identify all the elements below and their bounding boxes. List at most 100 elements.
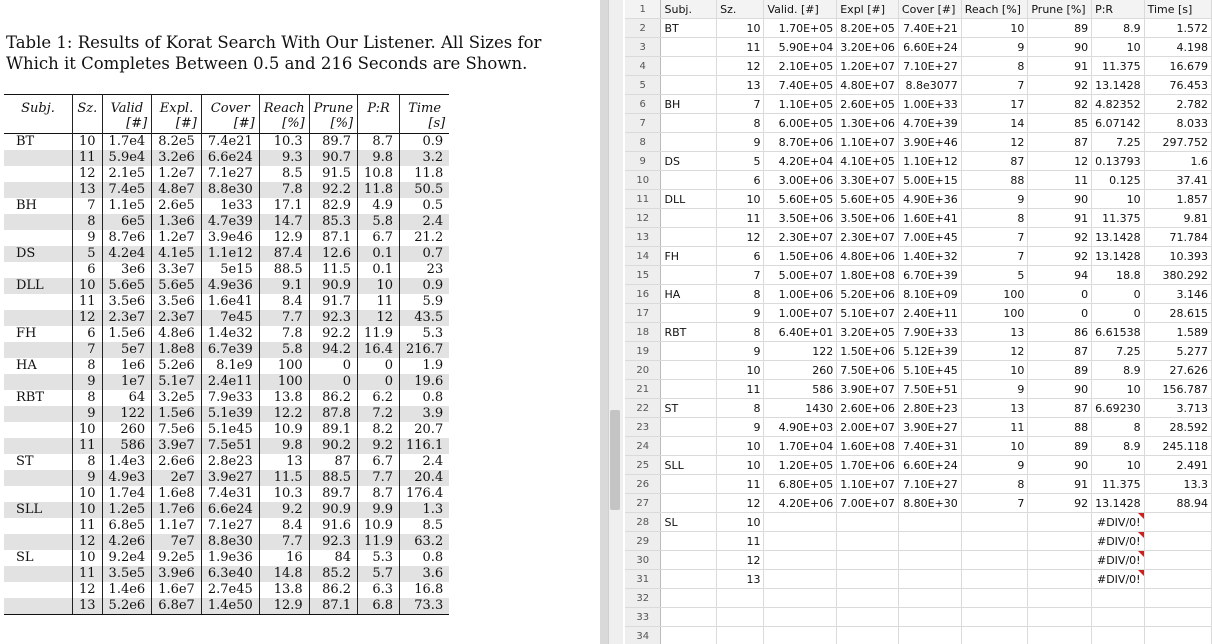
sheet-cell[interactable]: 0 [1091, 303, 1145, 323]
sheet-cell[interactable] [1144, 588, 1212, 608]
sheet-cell[interactable]: 6.80E+05 [763, 474, 838, 494]
sheet-cell[interactable]: 13 [716, 75, 765, 95]
sheet-cell[interactable]: 88 [961, 170, 1029, 190]
sheet-cell[interactable]: Expl [#] [836, 0, 899, 19]
vertical-scrollbar[interactable] [608, 0, 623, 644]
sheet-cell[interactable]: 7.50E+06 [836, 360, 899, 380]
sheet-cell[interactable]: 11 [716, 531, 765, 551]
sheet-cell[interactable] [1144, 531, 1212, 551]
sheet-cell[interactable]: 7 [716, 94, 765, 114]
sheet-cell[interactable]: 9 [961, 37, 1029, 57]
sheet-cell[interactable]: 122 [763, 341, 838, 361]
sheet-cell[interactable]: Reach [%] [961, 0, 1029, 19]
sheet-cell[interactable]: 5.10E+07 [836, 303, 899, 323]
sheet-cell[interactable] [716, 588, 765, 608]
sheet-cell[interactable] [898, 550, 962, 570]
sheet-cell[interactable] [763, 550, 838, 570]
sheet-cell[interactable] [660, 569, 718, 589]
sheet-cell[interactable]: 8.9 [1091, 436, 1145, 456]
sheet-cell[interactable]: 11 [961, 417, 1029, 437]
sheet-cell[interactable]: 6.70E+39 [898, 265, 962, 285]
sheet-cell[interactable]: 6.61538 [1091, 322, 1145, 342]
sheet-cell[interactable]: 3.20E+06 [836, 37, 899, 57]
sheet-cell[interactable] [1091, 607, 1145, 627]
sheet-cell[interactable] [660, 37, 718, 57]
sheet-cell[interactable] [660, 360, 718, 380]
sheet-cell[interactable]: 8 [716, 398, 765, 418]
sheet-cell[interactable] [763, 512, 838, 532]
sheet-cell[interactable]: 16.679 [1144, 56, 1212, 76]
sheet-cell[interactable]: 260 [763, 360, 838, 380]
sheet-cell[interactable]: 10 [716, 436, 765, 456]
sheet-cell[interactable]: 1.70E+06 [836, 455, 899, 475]
sheet-cell[interactable]: 2.30E+07 [836, 227, 899, 247]
sheet-cell[interactable] [660, 208, 718, 228]
row-number[interactable]: 13 [625, 227, 662, 247]
sheet-cell[interactable]: 92 [1027, 493, 1093, 513]
sheet-cell[interactable]: 90 [1027, 37, 1093, 57]
row-number[interactable]: 27 [625, 493, 662, 513]
sheet-cell[interactable]: 6.69230 [1091, 398, 1145, 418]
sheet-cell[interactable] [716, 607, 765, 627]
sheet-cell[interactable]: 8 [716, 113, 765, 133]
sheet-cell[interactable] [1144, 626, 1212, 644]
sheet-cell[interactable]: 13 [961, 322, 1029, 342]
sheet-cell[interactable]: 1.10E+12 [898, 151, 962, 171]
sheet-cell[interactable] [660, 550, 718, 570]
row-number[interactable]: 17 [625, 303, 662, 323]
sheet-cell[interactable]: 8.8e3077 [898, 75, 962, 95]
sheet-cell[interactable] [1144, 569, 1212, 589]
sheet-cell[interactable]: 0.125 [1091, 170, 1145, 190]
sheet-cell[interactable] [961, 512, 1029, 532]
sheet-cell[interactable]: 92 [1027, 246, 1093, 266]
sheet-cell[interactable] [660, 607, 718, 627]
sheet-cell[interactable]: 1.10E+07 [836, 132, 899, 152]
sheet-cell[interactable]: 7.40E+31 [898, 436, 962, 456]
sheet-cell[interactable]: Prune [%] [1027, 0, 1093, 19]
sheet-cell[interactable]: 92 [1027, 75, 1093, 95]
sheet-cell[interactable]: 90 [1027, 455, 1093, 475]
row-number[interactable]: 4 [625, 56, 662, 76]
sheet-cell[interactable]: 0 [1027, 303, 1093, 323]
sheet-cell[interactable]: 13.1428 [1091, 227, 1145, 247]
sheet-cell[interactable]: 18.8 [1091, 265, 1145, 285]
sheet-cell[interactable]: 8.20E+05 [836, 18, 899, 38]
scrollbar-thumb[interactable] [610, 410, 620, 510]
sheet-cell[interactable] [660, 436, 718, 456]
sheet-cell[interactable]: 3.30E+07 [836, 170, 899, 190]
sheet-cell[interactable]: 10 [1091, 37, 1145, 57]
row-number[interactable]: 11 [625, 189, 662, 209]
sheet-cell[interactable]: 4.80E+07 [836, 75, 899, 95]
sheet-cell[interactable]: 13.1428 [1091, 75, 1145, 95]
sheet-cell[interactable]: 380.292 [1144, 265, 1212, 285]
sheet-cell[interactable]: 8.70E+06 [763, 132, 838, 152]
sheet-cell[interactable]: Valid. [#] [763, 0, 838, 19]
sheet-cell[interactable]: 4.82352 [1091, 94, 1145, 114]
sheet-cell[interactable] [836, 531, 899, 551]
sheet-cell[interactable]: 7.40E+05 [763, 75, 838, 95]
sheet-cell[interactable]: 9 [961, 455, 1029, 475]
sheet-cell[interactable]: 8 [1091, 417, 1145, 437]
sheet-cell[interactable] [1091, 588, 1145, 608]
sheet-cell[interactable]: Time [s] [1144, 0, 1212, 19]
row-number[interactable]: 1 [625, 0, 662, 19]
sheet-cell[interactable]: 10 [961, 436, 1029, 456]
sheet-cell[interactable] [660, 531, 718, 551]
sheet-cell[interactable]: #DIV/0! [1091, 569, 1145, 589]
row-number[interactable]: 21 [625, 379, 662, 399]
sheet-cell[interactable]: 91 [1027, 56, 1093, 76]
sheet-cell[interactable]: 11 [716, 379, 765, 399]
sheet-cell[interactable]: 8 [961, 208, 1029, 228]
row-number[interactable]: 23 [625, 417, 662, 437]
sheet-cell[interactable] [961, 588, 1029, 608]
sheet-cell[interactable]: 11.375 [1091, 56, 1145, 76]
sheet-cell[interactable] [1027, 607, 1093, 627]
sheet-cell[interactable]: 94 [1027, 265, 1093, 285]
sheet-cell[interactable]: 87 [1027, 398, 1093, 418]
sheet-cell[interactable]: 6.00E+05 [763, 113, 838, 133]
sheet-cell[interactable]: 7 [961, 227, 1029, 247]
sheet-cell[interactable]: 3.50E+06 [763, 208, 838, 228]
row-number[interactable]: 10 [625, 170, 662, 190]
sheet-cell[interactable]: DS [660, 151, 718, 171]
sheet-cell[interactable] [961, 626, 1029, 644]
